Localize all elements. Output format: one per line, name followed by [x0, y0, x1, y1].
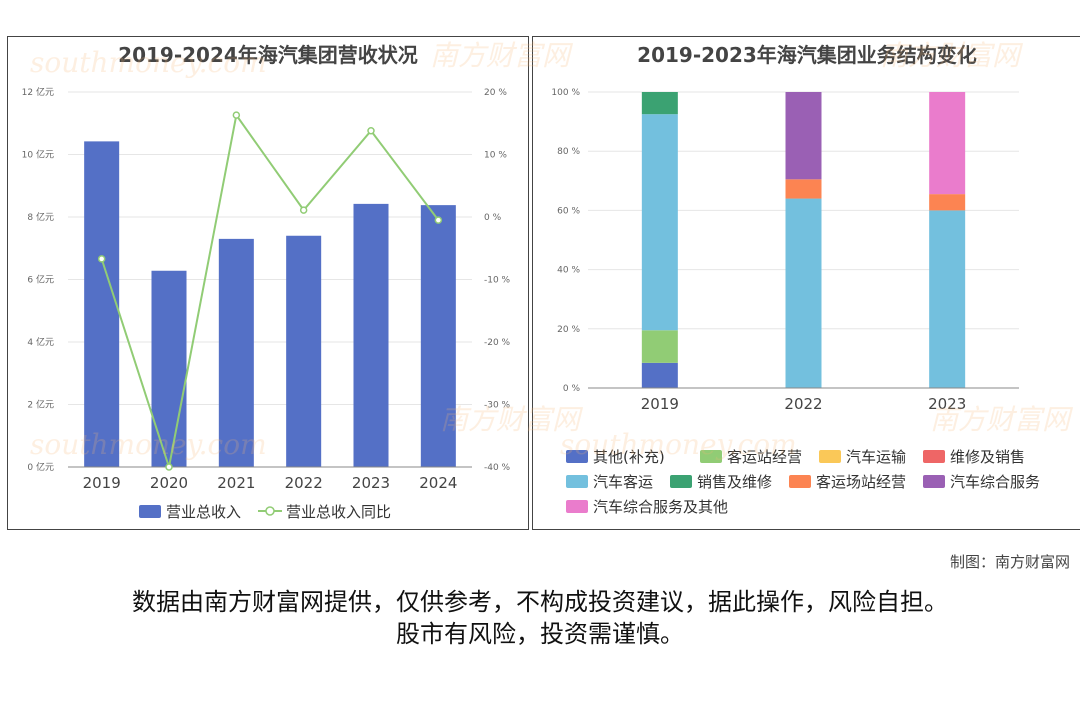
y-right-tick-label: -10 % [484, 276, 511, 286]
revenue-chart-panel: 0 亿元 2 亿元 4 亿元 6 亿元 8 亿元 10 亿元 12 亿元 -40 % -30 %… [7, 36, 529, 530]
y-left-tick-label: 6 亿元 [27, 274, 54, 286]
business-structure-title: 2019-2023年海汽集团业务结构变化 [637, 43, 977, 67]
disclaimer-line-2: 股市有风险，投资需谨慎。 [396, 620, 684, 648]
revenue-bar [286, 235, 322, 467]
revenue-bar [420, 205, 456, 467]
y-right-tick-label: 0 % [484, 213, 502, 223]
yoy-point [165, 463, 173, 471]
legend-label: 客运站经营 [727, 448, 802, 466]
y-right-tick-label: -40 % [484, 463, 511, 473]
chart-credit: 制图：南方财富网 [949, 553, 1070, 571]
yoy-point [232, 111, 241, 119]
legend-label: 汽车综合服务及其他 [593, 498, 728, 516]
legend-label: 客运场站经营 [816, 473, 906, 491]
x-tick-label: 2024 [419, 474, 457, 492]
y-tick-label: 100 % [551, 88, 580, 98]
y-right-tick-label: 20 % [484, 88, 507, 98]
legend-swatch [566, 500, 588, 513]
legend-label: 汽车运输 [846, 448, 906, 466]
legend-swatch [566, 450, 588, 463]
yoy-point [434, 216, 443, 224]
disclaimer-line-1: 数据由南方财富网提供，仅供参考，不构成投资建议，据此操作，风险自担。 [132, 588, 948, 616]
x-tick-label: 2021 [217, 474, 255, 492]
legend-swatch [670, 475, 692, 488]
stacked-segment [641, 114, 678, 331]
stacked-segment [929, 194, 966, 211]
legend-label: 营业总收入 [166, 503, 241, 521]
business-structure-panel: 0 % 20 % 40 % 60 % 80 % 100 % 2019 2022 2023 其他(补… [532, 36, 1080, 530]
legend-swatch [789, 475, 811, 488]
x-tick-label: 2019 [641, 395, 679, 413]
legend-label: 汽车综合服务 [950, 473, 1040, 491]
y-left-tick-label: 4 亿元 [27, 336, 54, 348]
legend-swatch-revenue [139, 505, 161, 518]
legend-swatch-yoy-marker [265, 506, 275, 516]
y-tick-label: 0 % [563, 384, 581, 394]
yoy-line [100, 112, 440, 468]
yoy-point [97, 255, 106, 263]
stacked-segment [641, 330, 678, 363]
y-left-tick-label: 2 亿元 [27, 399, 54, 411]
legend-swatch [923, 475, 945, 488]
legend-swatch [700, 450, 722, 463]
legend-swatch [566, 475, 588, 488]
stacked-segment [785, 198, 822, 388]
stacked-segment [929, 92, 966, 195]
stacked-segment [641, 362, 678, 388]
revenue-bar [151, 270, 187, 467]
x-tick-label: 2022 [285, 474, 323, 492]
x-tick-label: 2022 [784, 395, 822, 413]
legend-label: 其他(补充) [593, 448, 665, 466]
legend-swatch [819, 450, 841, 463]
y-right-tick-label: -20 % [484, 338, 511, 348]
x-tick-label: 2020 [150, 474, 188, 492]
y-tick-label: 40 % [557, 266, 580, 276]
business-structure-chart: 0 % 20 % 40 % 60 % 80 % 100 % 2019 2022 2023 其他(补… [551, 88, 1040, 516]
y-tick-label: 20 % [557, 325, 580, 335]
x-tick-label: 2019 [83, 474, 121, 492]
y-left-tick-label: 8 亿元 [27, 211, 54, 223]
yoy-point [299, 206, 308, 214]
legend-swatch [923, 450, 945, 463]
revenue-chart-title: 2019-2024年海汽集团营收状况 [118, 43, 418, 67]
revenue-chart: 0 亿元 2 亿元 4 亿元 6 亿元 8 亿元 10 亿元 12 亿元 -40 % -30 %… [22, 86, 511, 521]
stacked-segment [641, 92, 678, 115]
legend-label: 汽车客运 [593, 473, 653, 491]
yoy-point [367, 127, 375, 135]
revenue-bar [353, 203, 389, 467]
x-tick-label: 2023 [928, 395, 966, 413]
revenue-bar [218, 238, 254, 467]
stacked-segment [785, 179, 822, 199]
legend-label: 维修及销售 [950, 448, 1025, 466]
y-left-tick-label: 0 亿元 [27, 461, 54, 473]
revenue-bar [84, 141, 120, 467]
legend-label: 销售及维修 [697, 473, 772, 491]
stacked-segment [929, 210, 966, 388]
y-left-tick-label: 10 亿元 [22, 149, 54, 161]
stacked-segment [785, 92, 822, 180]
y-left-tick-label: 12 亿元 [22, 86, 54, 98]
y-right-tick-label: -30 % [484, 401, 511, 411]
legend-label: 营业总收入同比 [286, 503, 391, 521]
y-right-tick-label: 10 % [484, 151, 507, 161]
x-tick-label: 2023 [352, 474, 390, 492]
y-tick-label: 60 % [557, 206, 580, 216]
y-tick-label: 80 % [557, 147, 580, 157]
